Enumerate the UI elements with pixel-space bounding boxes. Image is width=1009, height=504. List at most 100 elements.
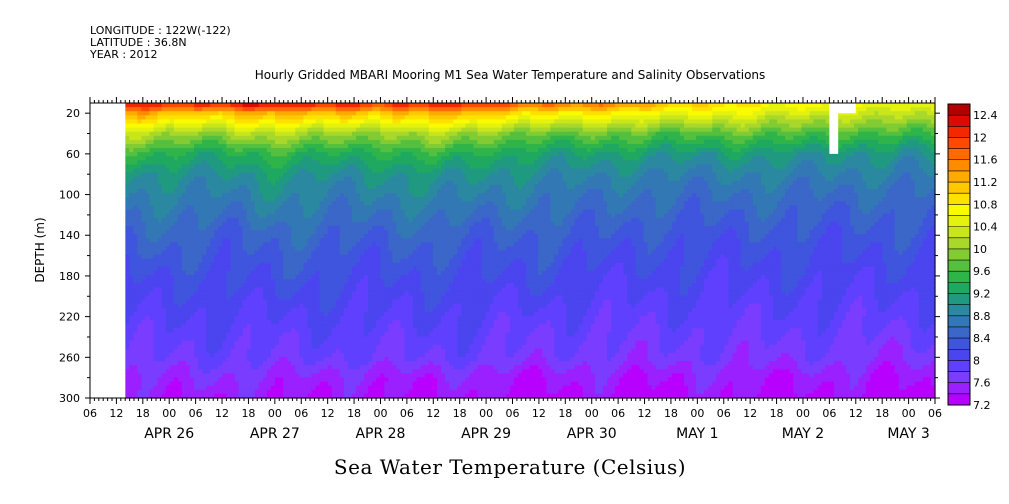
heatmap-cell	[141, 123, 147, 129]
heatmap-cell	[384, 168, 389, 174]
heatmap-cell	[218, 299, 223, 305]
heatmap-cell	[129, 262, 134, 268]
heatmap-cell	[343, 328, 349, 334]
heatmap-cell	[177, 230, 183, 235]
heatmap-cell	[157, 143, 163, 149]
heatmap-cell	[372, 164, 377, 170]
heatmap-cell	[400, 201, 406, 207]
heatmap-cell	[327, 254, 333, 260]
heatmap-cell	[356, 254, 361, 260]
heatmap-cell	[331, 131, 337, 137]
heatmap-cell	[327, 262, 333, 268]
heatmap-cell	[222, 156, 228, 161]
heatmap-cell	[210, 270, 215, 276]
heatmap-cell	[319, 328, 325, 334]
heatmap-cell	[246, 205, 252, 211]
heatmap-cell	[376, 357, 381, 362]
heatmap-cell	[230, 381, 236, 387]
heatmap-cell	[270, 246, 276, 252]
heatmap-cell	[287, 238, 292, 243]
heatmap-cell	[210, 184, 215, 190]
heatmap-cell	[250, 180, 256, 186]
heatmap-cell	[153, 225, 159, 231]
heatmap-cell	[347, 176, 353, 182]
heatmap-cell	[323, 283, 329, 288]
heatmap-cell	[380, 225, 385, 231]
heatmap-cell	[238, 254, 244, 260]
heatmap-cell	[360, 385, 365, 391]
heatmap-cell	[185, 324, 191, 329]
heatmap-cell	[242, 332, 248, 338]
heatmap-cell	[311, 320, 317, 325]
heatmap-cell	[299, 111, 304, 116]
heatmap-cell	[254, 348, 260, 354]
heatmap-cell	[392, 352, 398, 358]
heatmap-cell	[291, 172, 296, 178]
heatmap-cell	[380, 299, 385, 305]
heatmap-cell	[234, 246, 240, 252]
heatmap-cell	[181, 168, 187, 174]
heatmap-cell	[287, 324, 292, 329]
heatmap-cell	[189, 135, 195, 141]
heatmap-cell	[376, 320, 381, 325]
heatmap-cell	[169, 172, 175, 178]
heatmap-cell	[137, 119, 143, 125]
heatmap-cell	[133, 246, 138, 252]
heatmap-cell	[270, 213, 276, 219]
heatmap-cell	[327, 205, 333, 211]
heatmap-cell	[343, 381, 349, 387]
heatmap-cell	[319, 311, 325, 317]
heatmap-cell	[254, 213, 260, 219]
heatmap-cell	[335, 242, 341, 248]
heatmap-cell	[218, 275, 223, 280]
heatmap-cell	[149, 365, 155, 370]
heatmap-cell	[331, 320, 337, 325]
heatmap-cell	[198, 234, 203, 239]
heatmap-cell	[149, 352, 155, 358]
heatmap-cell	[364, 111, 369, 116]
heatmap-cell	[396, 332, 402, 338]
heatmap-cell	[246, 270, 252, 276]
heatmap-cell	[149, 135, 155, 141]
heatmap-cell	[331, 127, 337, 133]
heatmap-cell	[238, 148, 244, 153]
heatmap-cell	[202, 197, 207, 202]
heatmap-cell	[388, 361, 394, 366]
heatmap-cell	[392, 131, 398, 137]
heatmap-cell	[287, 307, 292, 313]
heatmap-cell	[266, 393, 272, 399]
heatmap-cell	[206, 127, 211, 133]
heatmap-cell	[157, 254, 163, 260]
heatmap-cell	[194, 332, 199, 338]
heatmap-cell	[299, 295, 304, 301]
heatmap-cell	[202, 160, 207, 166]
heatmap-cell	[230, 369, 236, 375]
heatmap-cell	[323, 213, 329, 219]
heatmap-cell	[125, 217, 130, 223]
heatmap-cell	[364, 201, 369, 207]
heatmap-cell	[360, 348, 365, 354]
heatmap-cell	[376, 160, 381, 166]
heatmap-cell	[254, 168, 260, 174]
heatmap-cell	[242, 119, 248, 125]
heatmap-cell	[157, 389, 163, 395]
heatmap-cell	[133, 311, 138, 317]
heatmap-cell	[165, 193, 171, 198]
heatmap-cell	[270, 287, 276, 293]
heatmap-cell	[347, 291, 353, 297]
heatmap-cell	[202, 361, 207, 366]
heatmap-cell	[262, 225, 268, 231]
heatmap-cell	[331, 332, 337, 338]
heatmap-cell	[368, 201, 373, 207]
heatmap-cell	[275, 270, 280, 276]
heatmap-cell	[230, 316, 236, 321]
heatmap-cell	[384, 123, 389, 129]
heatmap-cell	[210, 127, 215, 133]
heatmap-cell	[169, 283, 175, 288]
heatmap-cell	[202, 111, 207, 116]
heatmap-cell	[185, 266, 191, 272]
heatmap-cell	[283, 201, 288, 207]
heatmap-cell	[234, 230, 240, 235]
heatmap-cell	[315, 103, 321, 108]
heatmap-cell	[327, 238, 333, 243]
